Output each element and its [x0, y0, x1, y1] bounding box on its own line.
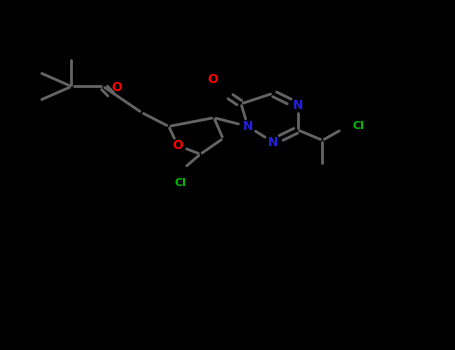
Text: Cl: Cl	[174, 178, 186, 188]
Text: O: O	[208, 74, 218, 86]
Text: Cl: Cl	[353, 121, 364, 131]
Text: N: N	[293, 99, 303, 112]
Text: O: O	[111, 81, 122, 94]
Text: N: N	[268, 135, 278, 148]
Text: N: N	[243, 120, 253, 133]
Text: O: O	[172, 139, 183, 152]
